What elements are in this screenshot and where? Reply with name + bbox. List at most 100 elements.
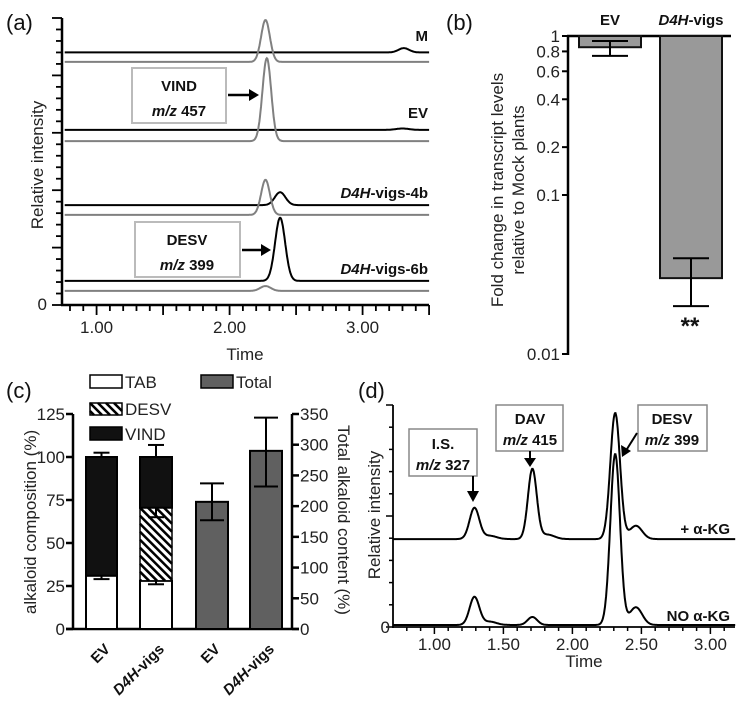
y-tick-label: 0.4 [536, 90, 560, 109]
annotation-title: VIND [161, 78, 197, 95]
annotation-mz: m/z 327 [416, 457, 470, 474]
category-label-d4h-vigs-total: D4H-vigs [220, 641, 278, 699]
legend-label-total: Total [236, 373, 272, 392]
hatch-line [139, 506, 173, 541]
hatch-line [139, 522, 173, 557]
annotation-title: DAV [515, 411, 546, 428]
panel-label-c: (c) [6, 378, 32, 403]
annotation-mz: m/z 399 [160, 257, 214, 274]
annotation-box [495, 404, 564, 452]
y-tick-label-right: 350 [300, 405, 328, 424]
arrow-head-icon [249, 89, 259, 101]
trace-ev [64, 127, 430, 131]
x-tick-label: 3.00 [346, 318, 379, 337]
y-tick-label: 0.8 [536, 42, 560, 61]
annotation-is: I.S. m/z 327 [408, 428, 479, 502]
y-tick-label-right: 150 [300, 528, 328, 547]
annotation-vind: VIND m/z 457 [131, 67, 259, 124]
y-tick-label-right: 200 [300, 497, 328, 516]
significance-marker: ** [681, 313, 700, 340]
y-tick-label: 100 [37, 448, 65, 467]
arrow-line [626, 432, 638, 450]
trace-d4h-vigs-6b-grey [64, 285, 430, 292]
panel-b-bar-chart: Fold change in transcript levels relativ… [488, 12, 731, 364]
annotation-title: DESV [167, 232, 208, 249]
hatch-line [139, 554, 167, 582]
legend-label-vind: VIND [125, 425, 166, 444]
hatch-line [105, 402, 119, 416]
panel-a-ylabel: Relative intensity [28, 100, 47, 229]
annotation-mz: m/z 399 [645, 432, 699, 449]
x-tick-label: 1.00 [418, 635, 451, 654]
panel-c-bar-chart: alkaloid composition (%) Total alkaloid … [21, 373, 353, 699]
annotation-desv: DESV m/z 399 [134, 221, 271, 278]
trace-label-m: M [416, 28, 429, 45]
y-tick-label: 0.1 [536, 186, 560, 205]
trace-label-no-akg: NO α-KG [667, 608, 730, 625]
trace-no-akg [393, 453, 736, 626]
hatch-line [147, 506, 173, 533]
legend-swatch-tab [89, 374, 123, 389]
hatch-outline [89, 402, 123, 416]
panel-b-ylabel-line2: relative to Mock plants [509, 105, 528, 274]
hatch-line [89, 402, 103, 416]
trace-m-grey [64, 19, 430, 63]
annotation-box [637, 404, 708, 452]
panel-label-b: (b) [446, 10, 473, 35]
hatch-line [139, 530, 173, 565]
bar-vind [85, 456, 118, 577]
y-tick-label-right: 100 [300, 559, 328, 578]
annotation-title: DESV [652, 411, 693, 428]
annotation-dav: DAV m/z 415 [495, 404, 564, 467]
legend-swatch-vind [89, 426, 123, 441]
annotation-box [131, 67, 227, 124]
category-label-ev: EV [600, 12, 620, 29]
y-tick-label: 0 [56, 620, 65, 639]
panel-label-d: (d) [358, 378, 385, 403]
x-tick-label: 2.50 [625, 635, 658, 654]
panel-c-ylabel-right: Total alkaloid content (%) [334, 425, 353, 615]
x-tick-label: 1.00 [80, 318, 113, 337]
legend-hatch [89, 402, 123, 416]
legend-label-tab: TAB [125, 373, 157, 392]
y-tick-label: 75 [46, 491, 65, 510]
y-tick-label: 0 [38, 295, 47, 314]
hatch-line [97, 402, 111, 416]
bar-desv [139, 506, 173, 582]
legend-swatch-total [200, 374, 234, 389]
bar-vind [139, 456, 173, 509]
arrow-head-icon [467, 491, 479, 502]
hatch-line [113, 402, 123, 412]
arrow-head-icon [524, 458, 536, 467]
bar-tab [85, 574, 118, 630]
category-label-d4h-vigs: D4H-vigs [658, 12, 723, 29]
trace-label-vigs-6b: D4H-vigs-6b [340, 261, 428, 278]
category-label-ev: EV [88, 641, 114, 667]
hatch-line [139, 538, 173, 573]
x-tick-label: 3.00 [694, 635, 727, 654]
hatch-line [163, 506, 173, 517]
panel-d-chromatogram: Relative intensity Time + α-KG NO α-KG I… [365, 404, 736, 671]
trace-d4h-vigs-4b [64, 191, 430, 207]
category-label-d4h-vigs: D4H-vigs [110, 641, 168, 699]
y-tick-label-right: 50 [300, 589, 319, 608]
x-tick-label: 1.50 [487, 635, 520, 654]
x-tick-label: 2.00 [556, 635, 589, 654]
x-tick-label: 2.00 [213, 318, 246, 337]
trace-d4h-vigs-6b [64, 216, 430, 282]
y-tick-label: 50 [46, 534, 65, 553]
bar-tab [139, 579, 173, 631]
panel-a-xlabel: Time [226, 345, 263, 364]
trace-plus-akg [393, 411, 736, 541]
bar-1 [659, 35, 723, 280]
trace-m [64, 47, 430, 54]
panel-label-a: (a) [6, 10, 33, 35]
y-tick-label: 125 [37, 405, 65, 424]
trace-label-plus-akg: + α-KG [680, 521, 730, 538]
trace-ev-grey [64, 56, 430, 143]
panel-b-ylabel-line1: Fold change in transcript levels [488, 73, 507, 307]
y-tick-label: 0.01 [527, 345, 560, 364]
y-tick-label: 1 [551, 27, 560, 46]
annotation-box [134, 221, 241, 278]
